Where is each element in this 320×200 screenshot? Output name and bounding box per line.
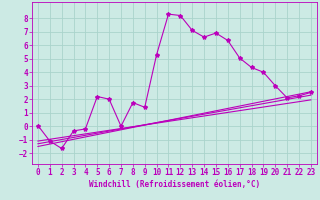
X-axis label: Windchill (Refroidissement éolien,°C): Windchill (Refroidissement éolien,°C) — [89, 180, 260, 189]
